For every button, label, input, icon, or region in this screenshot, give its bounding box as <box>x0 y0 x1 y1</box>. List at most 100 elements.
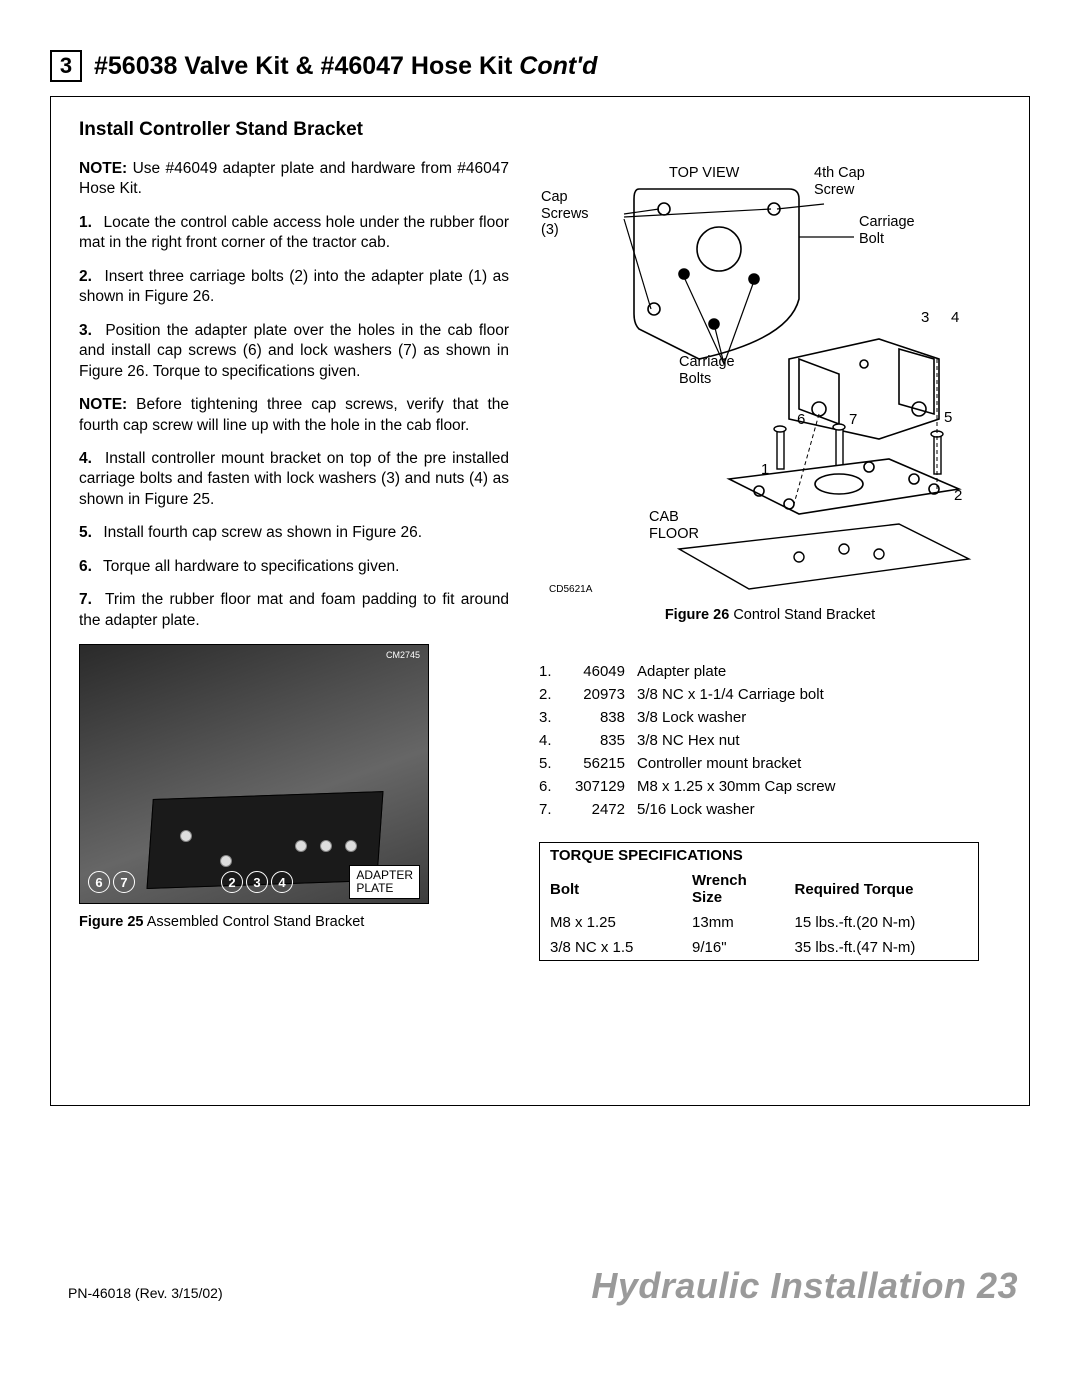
ppart: 835 <box>567 732 637 749</box>
step-2: 2. Insert three carriage bolts (2) into … <box>79 267 509 308</box>
ppart: 307129 <box>567 778 637 795</box>
cb-6: 6 <box>797 411 805 428</box>
callout-4: 4 <box>271 871 293 893</box>
two-column-layout: NOTE: Use #46049 adapter plate and hardw… <box>79 159 1001 961</box>
step-6: 6. Torque all hardware to specifications… <box>79 557 509 577</box>
step-text: Install controller mount bracket on top … <box>79 450 509 508</box>
section-number-box: 3 <box>50 50 82 82</box>
step-text: Insert three carriage bolts (2) into the… <box>79 268 509 305</box>
step-num: 6. <box>79 557 99 577</box>
l2: Bolts <box>679 371 711 387</box>
step-num: 7. <box>79 590 99 610</box>
cb-5: 5 <box>944 409 952 426</box>
ppart: 56215 <box>567 755 637 772</box>
pn: 1. <box>539 663 567 680</box>
tw: 9/16" <box>682 935 785 961</box>
figure-25-photo: CM2745 6 7 2 3 4 ADAPTER PLATE <box>79 644 429 904</box>
step-text: Position the adapter plate over the hole… <box>79 322 509 380</box>
ppart: 46049 <box>567 663 637 680</box>
pdesc: Controller mount bracket <box>637 755 1001 772</box>
pdesc: 5/16 Lock washer <box>637 801 1001 818</box>
note-2: NOTE: Before tightening three cap screws… <box>79 395 509 436</box>
ppart: 20973 <box>567 686 637 703</box>
step-3: 3. Position the adapter plate over the h… <box>79 321 509 382</box>
note-label: NOTE: <box>79 396 127 413</box>
label-top-view: TOP VIEW <box>669 165 739 182</box>
title-main: #56038 Valve Kit & #46047 Hose Kit <box>94 52 512 80</box>
step-num: 5. <box>79 523 99 543</box>
right-column: TOP VIEW Cap Screws (3) 4th Cap Screw Ca… <box>539 159 1001 961</box>
l1: Cap <box>541 189 568 205</box>
pdesc: 3/8 Lock washer <box>637 709 1001 726</box>
tt: 15 lbs.-ft.(20 N-m) <box>785 910 979 935</box>
step-4: 4. Install controller mount bracket on t… <box>79 449 509 510</box>
photo-callout-row: 6 7 2 3 4 ADAPTER PLATE <box>88 867 420 897</box>
pn: 4. <box>539 732 567 749</box>
l2: Screw <box>814 182 854 198</box>
cb-3: 3 <box>921 309 929 326</box>
adapter-l1: ADAPTER <box>356 868 413 882</box>
part-row: 2.209733/8 NC x 1-1/4 Carriage bolt <box>539 686 1001 703</box>
tt: 35 lbs.-ft.(47 N-m) <box>785 935 979 961</box>
figure-25-caption: Figure 25 Assembled Control Stand Bracke… <box>79 914 509 930</box>
step-5: 5. Install fourth cap screw as shown in … <box>79 523 509 543</box>
pn: 5. <box>539 755 567 772</box>
fig26-rest: Control Stand Bracket <box>733 607 875 623</box>
step-1: 1. Locate the control cable access hole … <box>79 213 509 254</box>
part-row: 4.8353/8 NC Hex nut <box>539 732 1001 749</box>
content-box: Install Controller Stand Bracket NOTE: U… <box>50 96 1030 1106</box>
l3: (3) <box>541 222 559 238</box>
col-wrench: Wrench Size <box>682 868 785 910</box>
l1: CAB <box>649 509 679 525</box>
col-bolt: Bolt <box>540 868 683 910</box>
photo-code: CM2745 <box>386 650 420 660</box>
adapter-plate-label: ADAPTER PLATE <box>349 865 420 899</box>
section-title: #56038 Valve Kit & #46047 Hose Kit Cont'… <box>94 52 597 81</box>
callout-6: 6 <box>88 871 110 893</box>
torque-row: M8 x 1.25 13mm 15 lbs.-ft.(20 N-m) <box>540 910 979 935</box>
label-cap-screws: Cap Screws (3) <box>541 189 589 239</box>
adapter-l2: PLATE <box>356 881 393 895</box>
tb: 3/8 NC x 1.5 <box>540 935 683 961</box>
section-number: 3 <box>60 53 72 79</box>
callout-7: 7 <box>113 871 135 893</box>
cw2: Size <box>692 889 722 906</box>
step-num: 4. <box>79 449 99 469</box>
part-row: 1.46049Adapter plate <box>539 663 1001 680</box>
part-row: 6.307129M8 x 1.25 x 30mm Cap screw <box>539 778 1001 795</box>
cb-4: 4 <box>951 309 959 326</box>
ppart: 2472 <box>567 801 637 818</box>
step-text: Torque all hardware to specifications gi… <box>103 558 399 575</box>
pn: 6. <box>539 778 567 795</box>
footer-pagenum: 23 <box>977 1265 1018 1306</box>
ppart: 838 <box>567 709 637 726</box>
step-num: 1. <box>79 213 99 233</box>
step-text: Install fourth cap screw as shown in Fig… <box>103 524 422 541</box>
cb-2: 2 <box>954 487 962 504</box>
cb-1: 1 <box>761 461 769 478</box>
pn: 2. <box>539 686 567 703</box>
step-num: 2. <box>79 267 99 287</box>
pdesc: Adapter plate <box>637 663 1001 680</box>
subheading: Install Controller Stand Bracket <box>79 119 1001 141</box>
l2: Bolt <box>859 231 884 247</box>
note-text: Use #46049 adapter plate and hardware fr… <box>79 160 509 197</box>
cw1: Wrench <box>692 872 747 889</box>
diagram-code: CD5621A <box>549 584 592 595</box>
note-1: NOTE: Use #46049 adapter plate and hardw… <box>79 159 509 200</box>
step-num: 3. <box>79 321 99 341</box>
label-4th-cap: 4th Cap Screw <box>814 165 865 198</box>
torque-table: TORQUE SPECIFICATIONS Bolt Wrench Size R… <box>539 842 979 961</box>
torque-row: 3/8 NC x 1.5 9/16" 35 lbs.-ft.(47 N-m) <box>540 935 979 961</box>
part-row: 3.8383/8 Lock washer <box>539 709 1001 726</box>
title-contd: Cont'd <box>519 52 597 80</box>
pn: 3. <box>539 709 567 726</box>
step-text: Locate the control cable access hole und… <box>79 214 509 251</box>
note-text: Before tightening three cap screws, veri… <box>79 396 509 433</box>
parts-list: 1.46049Adapter plate 2.209733/8 NC x 1-1… <box>539 663 1001 818</box>
note-label: NOTE: <box>79 160 127 177</box>
cb-7: 7 <box>849 411 857 428</box>
tw: 13mm <box>682 910 785 935</box>
torque-title: TORQUE SPECIFICATIONS <box>540 843 979 869</box>
l2: Screws <box>541 206 589 222</box>
